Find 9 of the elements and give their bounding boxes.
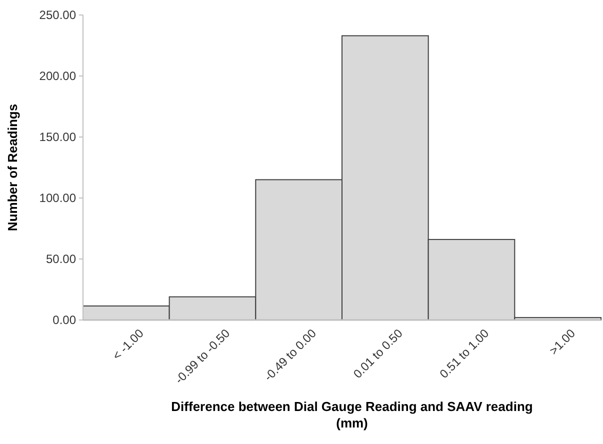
- y-tick-label: 200.00: [39, 69, 76, 84]
- y-axis-title: Number of Readings: [5, 104, 20, 232]
- y-tick-label: 250.00: [39, 8, 76, 22]
- y-tick-label: 150.00: [39, 130, 76, 144]
- y-tick-label: 100.00: [39, 191, 76, 206]
- y-tick-label: 0.00: [52, 313, 76, 328]
- x-tick-label: 0.01 to 0.50: [350, 326, 406, 381]
- x-axis-title: Difference between Dial Gauge Reading and SAAV reading (mm): [171, 399, 533, 430]
- y-tick-label: 50.00: [46, 252, 76, 266]
